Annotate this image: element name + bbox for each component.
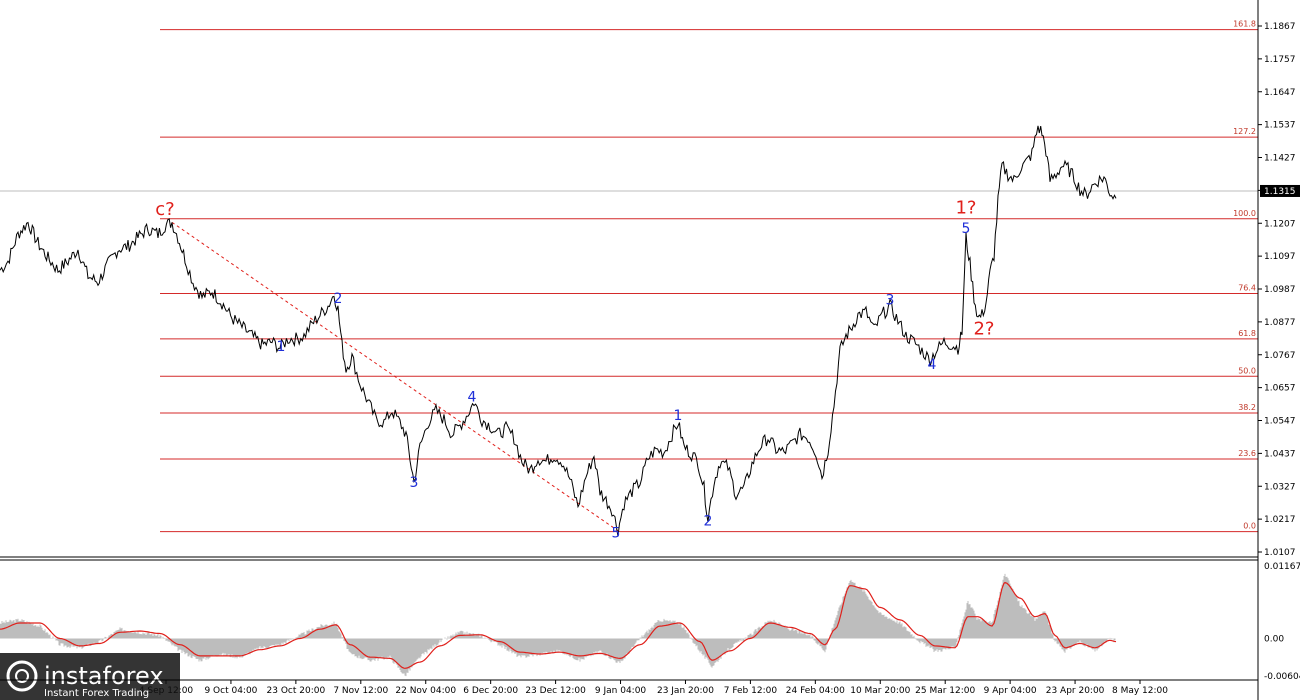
logo-tagline: Instant Forex Trading [44, 688, 149, 699]
price-axis: 1.18671.17571.16471.15371.14271.13171.12… [1258, 22, 1296, 558]
price-tick-label: 1.1097 [1264, 252, 1296, 262]
time-tick-label: 10 Mar 20:00 [850, 686, 910, 696]
time-tick-label: 7 Feb 12:00 [724, 686, 778, 696]
wave-label-red: 1? [955, 197, 976, 218]
fibonacci-levels: 161.8 127.2 100.0 76.4 61.8 50.0 38.2 23.6 0.0 [160, 20, 1258, 533]
fib-label: 23.6 [1238, 449, 1256, 458]
price-tick-label: 1.1647 [1264, 88, 1296, 98]
price-tick-label: 1.1867 [1264, 22, 1296, 32]
time-tick-label: 24 Feb 04:00 [786, 686, 845, 696]
price-tick-label: 1.0877 [1264, 318, 1296, 328]
wave-label: 5 [962, 221, 971, 237]
price-tick-label: 1.0987 [1264, 285, 1296, 295]
price-tick-label: 1.0437 [1264, 449, 1296, 459]
time-tick-label: 9 Apr 04:00 [984, 686, 1037, 696]
time-tick-label: 22 Nov 04:00 [395, 686, 456, 696]
time-tick-label: 25 Mar 12:00 [915, 686, 975, 696]
wave-label: 1 [277, 339, 286, 355]
fib-label: 100.0 [1233, 209, 1256, 218]
logo: instaforex Instant Forex Trading [0, 653, 180, 700]
signal-line [0, 581, 1117, 669]
wave-label: 2 [704, 514, 713, 530]
current-price-label: 1.1315 [1264, 187, 1296, 197]
oscillator-axis: 0.01167 0.00 -0.00604 [1264, 562, 1300, 682]
wave-label: 4 [468, 390, 477, 406]
fib-label: 50.0 [1238, 366, 1256, 375]
price-tick-label: 1.0657 [1264, 384, 1296, 394]
price-tick-label: 1.0107 [1264, 548, 1296, 558]
wave-label: 5 [612, 526, 621, 542]
time-tick-label: 9 Oct 04:00 [204, 686, 257, 696]
dashed-trendline [171, 221, 619, 532]
fib-label: 61.8 [1238, 329, 1256, 338]
osc-tick-label: -0.00604 [1264, 672, 1300, 682]
wave-label: 2 [334, 291, 343, 307]
logo-text: instaforex [44, 662, 164, 690]
current-price-marker: 1.1315 [1260, 184, 1300, 197]
oscillator-panel [0, 573, 1117, 677]
fib-label: 76.4 [1238, 283, 1256, 292]
wave-label-red: 2? [973, 318, 994, 339]
price-tick-label: 1.1537 [1264, 121, 1296, 131]
wave-label-red: c? [155, 199, 174, 220]
fib-label: 127.2 [1233, 127, 1256, 136]
price-tick-label: 1.0217 [1264, 515, 1296, 525]
wave-label: 1 [674, 408, 683, 424]
price-series [0, 125, 1117, 537]
wave-label: 3 [410, 475, 419, 491]
time-tick-label: 23 Apr 20:00 [1046, 686, 1105, 696]
time-tick-label: 23 Dec 12:00 [525, 686, 586, 696]
osc-tick-label: 0.00 [1264, 634, 1284, 644]
osc-tick-label: 0.01167 [1264, 562, 1300, 572]
time-tick-label: 7 Nov 12:00 [333, 686, 388, 696]
price-tick-label: 1.1427 [1264, 154, 1296, 164]
time-tick-label: 23 Jan 20:00 [657, 686, 714, 696]
fib-label: 38.2 [1238, 403, 1256, 412]
wave-label: 3 [886, 293, 895, 309]
time-tick-label: 8 May 12:00 [1112, 686, 1168, 696]
price-tick-label: 1.1757 [1264, 55, 1296, 65]
logo-background [0, 653, 180, 700]
price-tick-label: 1.1207 [1264, 219, 1296, 229]
time-tick-label: 23 Oct 20:00 [267, 686, 326, 696]
fib-label: 161.8 [1233, 20, 1256, 29]
price-tick-label: 1.0767 [1264, 351, 1296, 361]
price-tick-label: 1.0547 [1264, 417, 1296, 427]
time-tick-label: 9 Jan 04:00 [595, 686, 647, 696]
wave-labels: 1 2 3 4 5 1 2 3 4 5 c? 1? 2? [155, 197, 994, 541]
price-line [0, 125, 1117, 537]
time-tick-label: 6 Dec 20:00 [463, 686, 518, 696]
price-tick-label: 1.0327 [1264, 482, 1296, 492]
logo-icon [6, 660, 38, 692]
fib-label: 0.0 [1243, 522, 1256, 531]
wave-label: 4 [928, 357, 937, 373]
